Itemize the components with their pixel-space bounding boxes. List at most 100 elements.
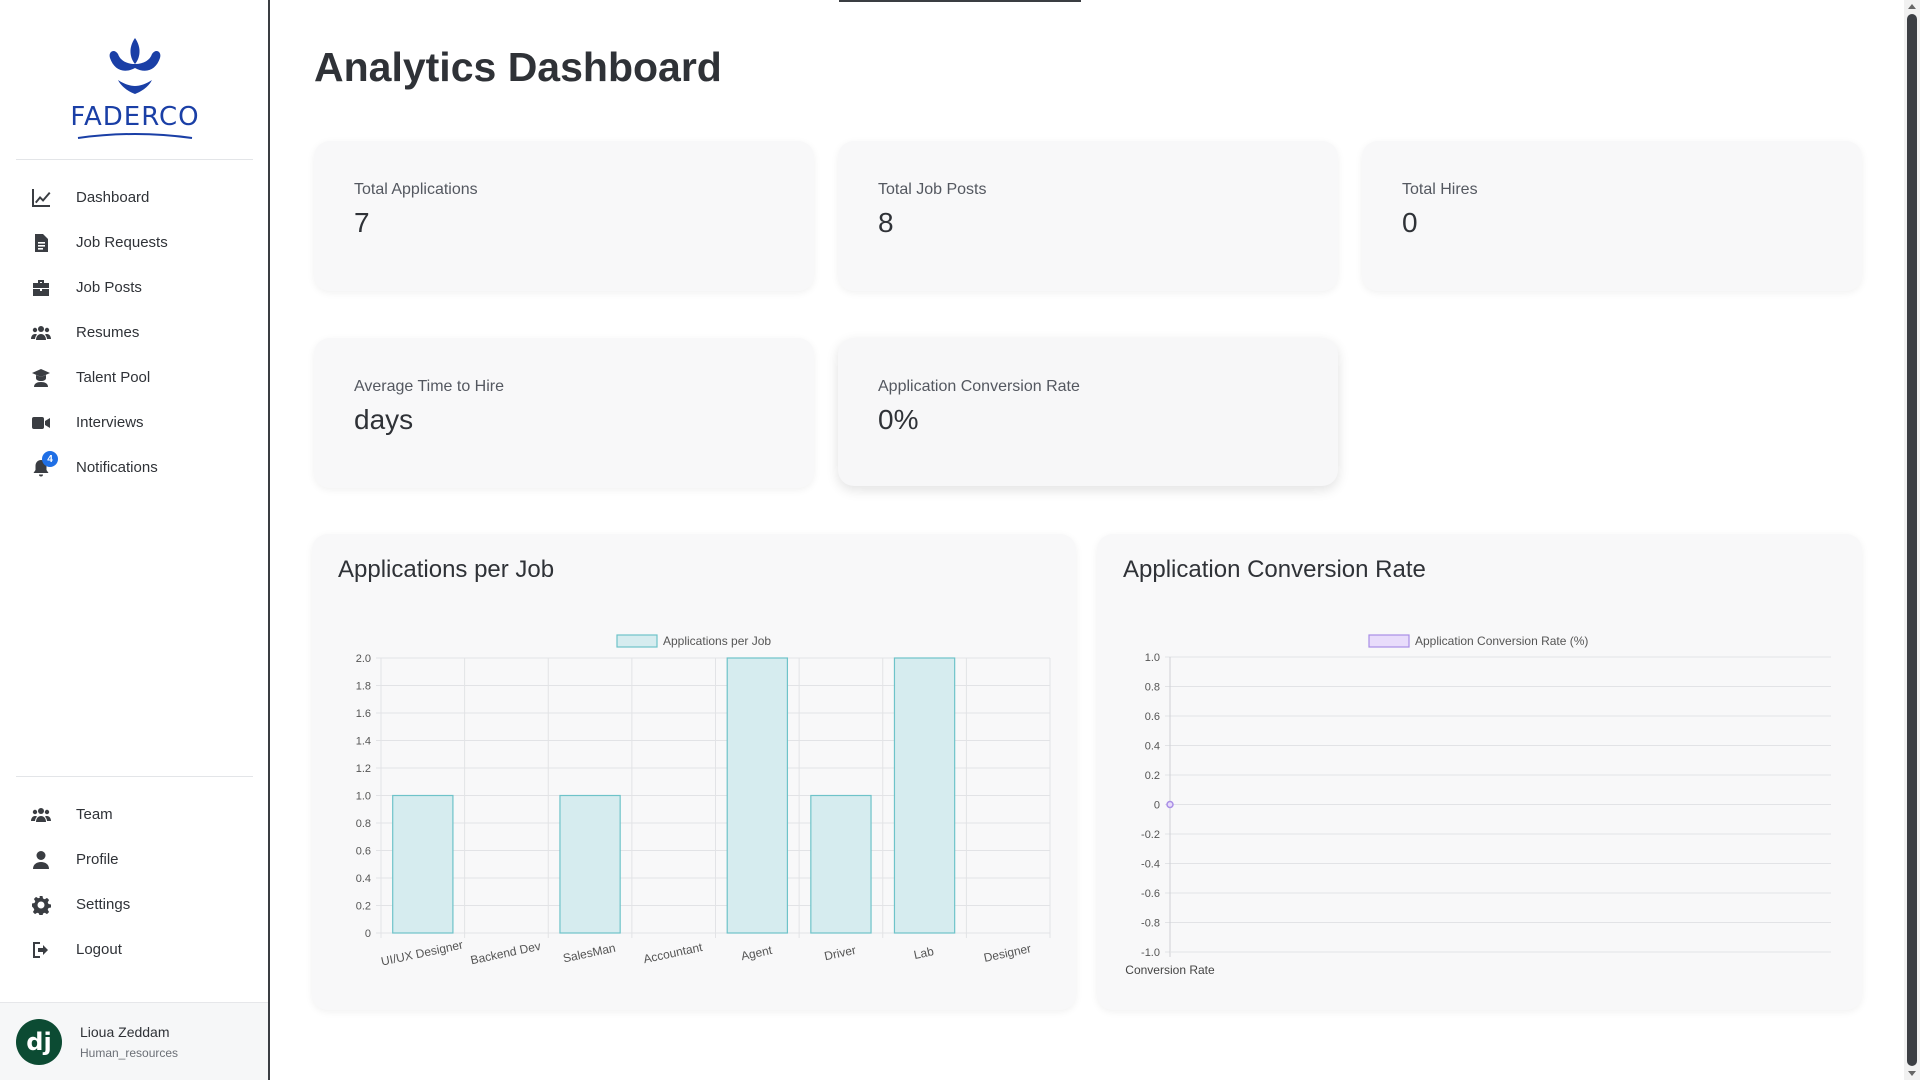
stat-card-total-job-posts: Total Job Posts 8 <box>838 141 1338 291</box>
bar <box>559 794 621 934</box>
y-tick-label: 0.6 <box>1145 711 1160 723</box>
stat-label: Total Job Posts <box>878 181 987 198</box>
sidebar-item-talent-pool[interactable]: Talent Pool <box>0 355 270 400</box>
y-tick-label: 1.8 <box>356 681 371 693</box>
sidebar-item-label: Settings <box>76 896 131 913</box>
logout-icon <box>30 939 52 961</box>
x-tick-label: Backend Dev <box>469 939 542 968</box>
x-tick-label: Driver <box>823 943 857 963</box>
stat-value: 0% <box>878 404 919 435</box>
legend-swatch <box>616 634 658 648</box>
sidebar-item-team[interactable]: Team <box>0 792 270 837</box>
y-tick-label: 0.2 <box>356 901 371 913</box>
users-icon <box>30 804 52 826</box>
scroll-down-arrow-icon[interactable] <box>1908 1071 1916 1076</box>
briefcase-icon <box>30 277 52 299</box>
y-tick-label: 0.4 <box>1145 741 1160 753</box>
x-tick-label: Agent <box>740 943 774 963</box>
graduate-icon <box>30 367 52 389</box>
y-tick-label: 2.0 <box>356 653 371 665</box>
sidebar-item-label: Job Requests <box>76 234 168 251</box>
sidebar-divider <box>16 159 253 160</box>
y-tick-label: 0.8 <box>1145 682 1160 694</box>
sidebar-item-label: Team <box>76 806 113 823</box>
y-tick-label: 1.0 <box>1145 652 1160 664</box>
top-indicator-line <box>839 0 1081 2</box>
sidebar-item-label: Notifications <box>76 459 158 476</box>
data-point <box>1166 800 1174 809</box>
brand-name: FADERCO <box>70 102 200 132</box>
stat-card-total-applications: Total Applications 7 <box>314 141 814 291</box>
stat-value: 7 <box>354 207 370 238</box>
brand-swoosh <box>77 133 193 139</box>
stat-value: 8 <box>878 207 894 238</box>
sidebar-bottom-nav: Team Profile Settings Logout <box>0 792 270 972</box>
y-tick-label: 0.6 <box>356 846 371 858</box>
sidebar-item-label: Profile <box>76 851 119 868</box>
stat-card-average-time-to-hire: Average Time to Hire days <box>314 338 814 488</box>
y-tick-label: -0.8 <box>1141 918 1160 930</box>
stat-label: Total Hires <box>1402 181 1478 198</box>
stat-label: Total Applications <box>354 181 478 198</box>
legend-label: Application Conversion Rate (%) <box>1415 634 1588 648</box>
sidebar-item-resumes[interactable]: Resumes <box>0 310 270 355</box>
avatar: dj <box>16 1018 62 1065</box>
user-name: Lioua Zeddam <box>80 1023 170 1040</box>
sidebar-item-settings[interactable]: Settings <box>0 882 270 927</box>
page-scrollbar[interactable] <box>1904 0 1920 1080</box>
sidebar-item-label: Interviews <box>76 414 144 431</box>
user-role: Human_resources <box>80 1045 179 1060</box>
y-tick-label: -0.2 <box>1141 829 1160 841</box>
stat-value: 0 <box>1402 207 1418 238</box>
y-tick-label: 0.8 <box>356 818 371 830</box>
sidebar-item-interviews[interactable]: Interviews <box>0 400 270 445</box>
stat-value: days <box>354 404 414 435</box>
x-tick-label: Accountant <box>642 940 704 966</box>
conversion-rate-chart: -1.0 -0.8 -0.6 -0.4 -0.2 0 0.2 0.4 0.6 0.8 1.0 Conv… <box>1125 634 1831 977</box>
scroll-up-arrow-icon[interactable] <box>1908 4 1916 9</box>
sidebar-item-label: Dashboard <box>76 189 150 206</box>
user-profile-card[interactable]: dj Lioua Zeddam Human_resources <box>0 1002 268 1080</box>
x-tick-label: Lab <box>912 944 935 962</box>
chart-title: Applications per Job <box>338 556 555 583</box>
y-tick-label: -0.4 <box>1141 859 1160 871</box>
conversion-rate-chart-card: Application Conversion Rate -1.0 -0.8 -0.6… <box>1097 534 1862 1010</box>
y-tick-label: 1.0 <box>356 791 371 803</box>
sidebar-item-job-requests[interactable]: Job Requests <box>0 220 270 265</box>
bar <box>893 657 956 934</box>
user-icon <box>30 849 52 871</box>
y-tick-label: 1.2 <box>356 763 371 775</box>
x-tick-label: UI/UX Designer <box>380 938 464 969</box>
sidebar-item-dashboard[interactable]: Dashboard <box>0 175 270 220</box>
sidebar-item-profile[interactable]: Profile <box>0 837 270 882</box>
bar <box>810 794 872 934</box>
brand-logo[interactable]: FADERCO <box>70 34 200 140</box>
sidebar-item-job-posts[interactable]: Job Posts <box>0 265 270 310</box>
scrollbar-thumb[interactable] <box>1907 14 1917 1066</box>
sidebar-item-label: Job Posts <box>76 279 142 296</box>
sidebar-item-notifications[interactable]: 4 Notifications <box>0 445 270 490</box>
sidebar-item-label: Logout <box>76 941 122 958</box>
sidebar: FADERCO Dashboard Job Requests Job Posts <box>0 0 270 1080</box>
sidebar-item-label: Resumes <box>76 324 140 341</box>
y-tick-label: 0 <box>1154 800 1160 812</box>
sidebar-nav: Dashboard Job Requests Job Posts Resumes… <box>0 175 270 490</box>
chart-line-icon <box>30 187 52 209</box>
gear-icon <box>30 894 52 916</box>
sidebar-item-label: Talent Pool <box>76 369 151 386</box>
notification-count-badge: 4 <box>42 451 58 467</box>
y-tick-label: 0.2 <box>1145 770 1160 782</box>
sidebar-item-logout[interactable]: Logout <box>0 927 270 972</box>
y-tick-label: 1.6 <box>356 708 371 720</box>
applications-per-job-chart-card: Applications per Job 0 0.2 0.4 0.6 0.8 1.0 1.2… <box>312 534 1076 1010</box>
chart-title: Application Conversion Rate <box>1123 556 1426 583</box>
page-title: Analytics Dashboard <box>314 44 722 90</box>
stat-label: Application Conversion Rate <box>878 378 1080 395</box>
y-tick-label: 1.4 <box>356 736 371 748</box>
bar <box>726 657 789 934</box>
sidebar-divider <box>16 776 253 777</box>
stat-card-total-hires: Total Hires 0 <box>1362 141 1862 291</box>
y-tick-label: 0 <box>365 928 371 940</box>
video-icon <box>30 412 52 434</box>
y-tick-label: -1.0 <box>1141 947 1160 959</box>
